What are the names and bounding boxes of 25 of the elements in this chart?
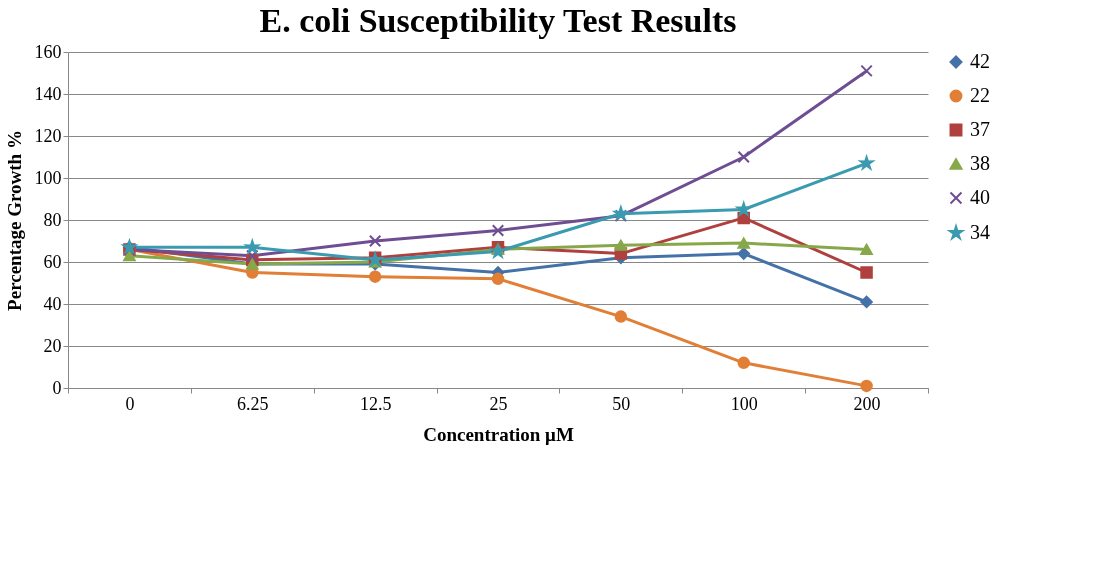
legend-label: 38 <box>970 152 990 174</box>
legend-label: 37 <box>970 118 990 140</box>
y-tick-label: 80 <box>43 209 62 230</box>
legend-label: 42 <box>970 50 990 72</box>
x-tick-label: 12.5 <box>359 393 392 414</box>
legend-label: 22 <box>970 84 990 106</box>
y-tick-label: 40 <box>43 293 62 314</box>
x-axis-title: Concentration μM <box>423 423 574 445</box>
y-tick-label: 60 <box>43 251 62 272</box>
x-tick-label: 200 <box>853 393 881 414</box>
chart-title: E. coli Susceptibility Test Results <box>259 2 737 39</box>
y-tick-label: 100 <box>34 167 62 188</box>
legend-label: 40 <box>970 186 990 208</box>
y-tick-label: 140 <box>34 83 62 104</box>
y-tick-label: 20 <box>43 335 62 356</box>
x-tick-label: 6.25 <box>237 393 269 414</box>
x-tick-label: 100 <box>730 393 758 414</box>
y-tick-label: 0 <box>52 377 62 398</box>
y-tick-label: 160 <box>34 41 62 62</box>
x-tick-label: 0 <box>125 393 135 414</box>
y-tick-label: 120 <box>34 125 62 146</box>
legend-label: 34 <box>970 221 990 243</box>
x-tick-label: 25 <box>489 393 508 414</box>
y-axis-title: Percentage Growth % <box>3 130 25 311</box>
x-tick-label: 50 <box>612 393 631 414</box>
